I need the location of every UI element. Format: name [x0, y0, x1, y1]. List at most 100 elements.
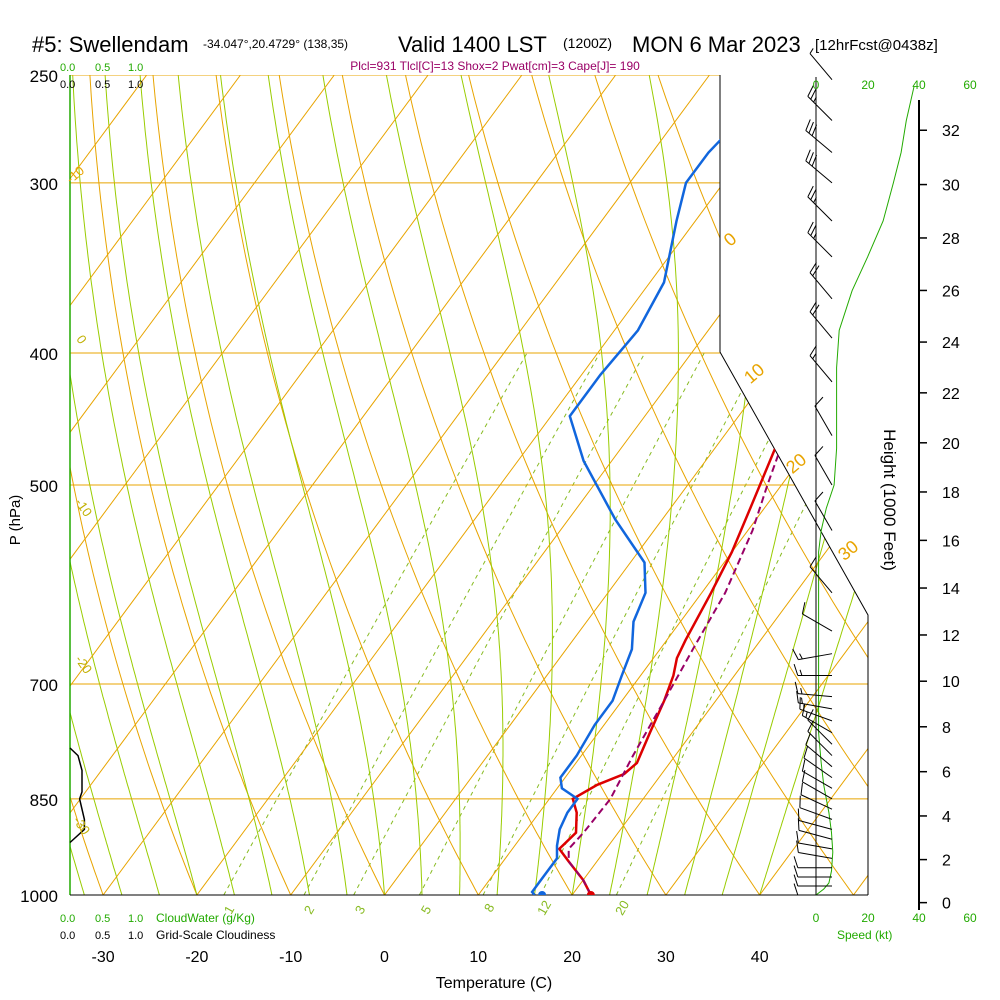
wind-barb-staff: [799, 708, 833, 722]
dry-adiabat: [462, 75, 868, 895]
height-tick-label: 8: [942, 720, 951, 737]
plot-frame: [69, 75, 869, 896]
wind-barb-flag: [809, 48, 814, 54]
parcel-line: [567, 395, 802, 895]
wind-barb-flag: [797, 808, 800, 821]
dry-adiabat-label: 20: [782, 449, 810, 477]
moist-adiabat: [759, 75, 868, 895]
wind-barb-flag: [799, 669, 803, 676]
temperature-line: [557, 108, 868, 895]
cloud-scale-top-black-2: 1.0: [128, 79, 143, 91]
wind-barb-staff: [805, 130, 833, 153]
dry-adiabat: [70, 75, 210, 895]
wind-barb-flag: [797, 818, 800, 831]
dry-adiabat-label: 30: [834, 536, 862, 564]
height-tick-label: 26: [942, 283, 960, 300]
pressure-tick-label: 250: [30, 67, 58, 86]
wind-barb-flag: [796, 690, 799, 703]
dry-adiabat: [212, 75, 495, 895]
dry-adiabat: [70, 75, 115, 895]
mixing-ratio-line: [418, 352, 705, 895]
wind-barb-staff: [807, 719, 833, 745]
wind-barb-flag: [809, 556, 817, 567]
wind-barb-staff: [809, 355, 833, 383]
wind-barb-flag: [809, 345, 817, 356]
cloudiness-label: Grid-Scale Cloudiness: [156, 928, 275, 942]
wind-barb-flag: [813, 197, 817, 203]
wind-barb-flag: [812, 353, 817, 360]
wind-barb-staff: [798, 702, 833, 710]
height-tick-label: 18: [942, 485, 960, 502]
mixing-ratio-label: 20: [612, 898, 632, 918]
wind-barb-staff: [807, 232, 833, 258]
dry-adiabat-label: 10: [740, 359, 768, 387]
moist-adiabat: [548, 75, 611, 895]
wind-barb-flag: [803, 746, 808, 759]
speed-scale-top-0: 0: [813, 78, 820, 92]
wind-barb-staff: [809, 566, 833, 594]
wind-barb-flag: [805, 119, 811, 131]
moist-adiabat: [220, 75, 385, 895]
cloud-scale-top-black-0: 0.0: [60, 79, 75, 91]
moist-adiabat: [70, 75, 160, 895]
wind-barb-flag: [799, 653, 803, 660]
dry-adiabat: [962, 51, 1000, 924]
wind-barb-staff: [802, 770, 833, 789]
moist-adiabat-label: -10: [72, 495, 95, 519]
height-tick-label: 10: [942, 674, 960, 691]
speed-scale-bottom-0: 0: [813, 911, 820, 925]
speed-scale-bottom-60: 60: [963, 911, 977, 925]
wind-barb-staff: [798, 820, 833, 830]
moist-adiabat: [70, 75, 198, 895]
cloud-scale-bottom-green-2: 1.0: [128, 913, 143, 925]
frame-right: [719, 75, 869, 895]
pressure-tick-label: 700: [30, 676, 58, 695]
isotherm-line: [759, 75, 868, 895]
wind-barb-staff: [797, 693, 833, 698]
temperature-tick-label: 10: [469, 949, 487, 966]
dry-adiabat: [399, 75, 781, 895]
cloud-scale-bottom-green-1: 0.5: [95, 913, 110, 925]
temperature-tick-label: 0: [380, 949, 389, 966]
wind-barb-flag: [801, 602, 806, 615]
mixing-ratio-line: [482, 352, 763, 895]
wind-barb-flag: [805, 149, 811, 162]
dry-adiabat: [587, 75, 868, 895]
wind-barb-flag: [814, 446, 824, 456]
isotherm-line: [571, 75, 868, 895]
temperature-tick-label: -20: [185, 949, 208, 966]
wind-barb-flag: [793, 856, 799, 868]
temperature-tick-label: -10: [279, 949, 302, 966]
wind-barb-staff: [814, 405, 833, 436]
height-tick-label: 12: [942, 628, 960, 645]
wind-barb-flag: [801, 759, 806, 772]
cloud-scale-top-green-1: 0.5: [95, 62, 110, 74]
wind-barb-flag: [809, 262, 817, 273]
temperature-tick-label: 20: [563, 949, 581, 966]
height-tick-label: 30: [942, 178, 960, 195]
height-tick-label: 32: [942, 123, 960, 140]
wind-barb-flag: [809, 301, 817, 313]
wind-barb-flag: [807, 85, 814, 97]
dry-adiabat: [337, 75, 685, 895]
mixing-ratio-line: [303, 352, 601, 895]
cloud-scale-bottom-green-0: 0.0: [60, 913, 75, 925]
cloud-scale-top-black-1: 0.5: [95, 79, 110, 91]
pressure-tick-label: 1000: [20, 887, 58, 906]
wind-barb-staff: [798, 851, 833, 859]
moist-adiabat-label: 0: [73, 332, 89, 347]
wind-barb-flag: [813, 232, 817, 239]
pressure-tick-label: 300: [30, 175, 58, 194]
wind-barb-staff: [807, 196, 833, 222]
station-coords: -34.047°,20.4729° (138,35): [203, 37, 348, 51]
moist-adiabat-label: -30: [70, 813, 93, 837]
wind-barb-flag: [808, 121, 814, 134]
height-axis-title: Height (1000 Feet): [880, 429, 899, 571]
dry-adiabat: [150, 75, 400, 895]
wind-barb-flag: [813, 96, 817, 103]
speed-scale-top-40: 40: [912, 78, 926, 92]
wind-barb-staff: [798, 842, 833, 850]
speed-scale-bottom-20: 20: [861, 911, 875, 925]
wind-barb-flag: [810, 88, 817, 100]
